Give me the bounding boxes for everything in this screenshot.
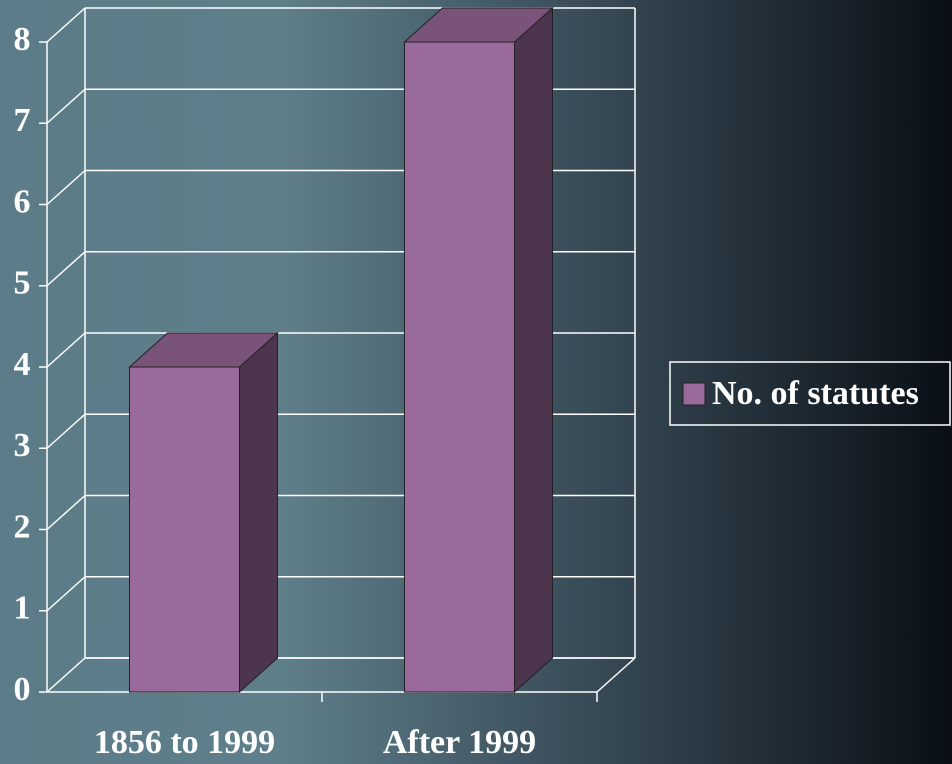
bar [403, 6, 554, 694]
legend-box [669, 361, 951, 426]
grid-line [46, 576, 86, 612]
y-tick-label: 7 [14, 102, 31, 139]
grid-line [46, 494, 86, 531]
bar-side [514, 6, 553, 694]
bar [128, 331, 279, 694]
y-tick-label: 1 [14, 590, 31, 627]
x-tick-label: 1856 to 1999 [94, 724, 275, 761]
grid-line [46, 7, 86, 43]
x-tick-label: After 1999 [383, 724, 536, 761]
grid-line [46, 169, 86, 206]
y-tick-label: 3 [14, 427, 31, 464]
legend-label: No. of statutes [712, 375, 919, 412]
grid-line [46, 332, 86, 368]
floor-right-edge [596, 657, 636, 693]
grid-line [46, 413, 86, 449]
grid-line [46, 657, 86, 693]
grid-line [46, 251, 86, 287]
y-tick-label: 5 [14, 265, 31, 302]
bar-front [129, 366, 240, 693]
y-tick-label: 2 [14, 508, 31, 545]
y-tick-label: 8 [14, 21, 31, 58]
y-tick-label: 0 [14, 671, 31, 708]
y-tick-label: 4 [14, 346, 31, 383]
bar-front [404, 41, 515, 693]
y-tick-label: 6 [14, 183, 31, 220]
grid-line [46, 88, 86, 124]
legend-swatch [682, 382, 706, 406]
bar-side [239, 331, 278, 694]
